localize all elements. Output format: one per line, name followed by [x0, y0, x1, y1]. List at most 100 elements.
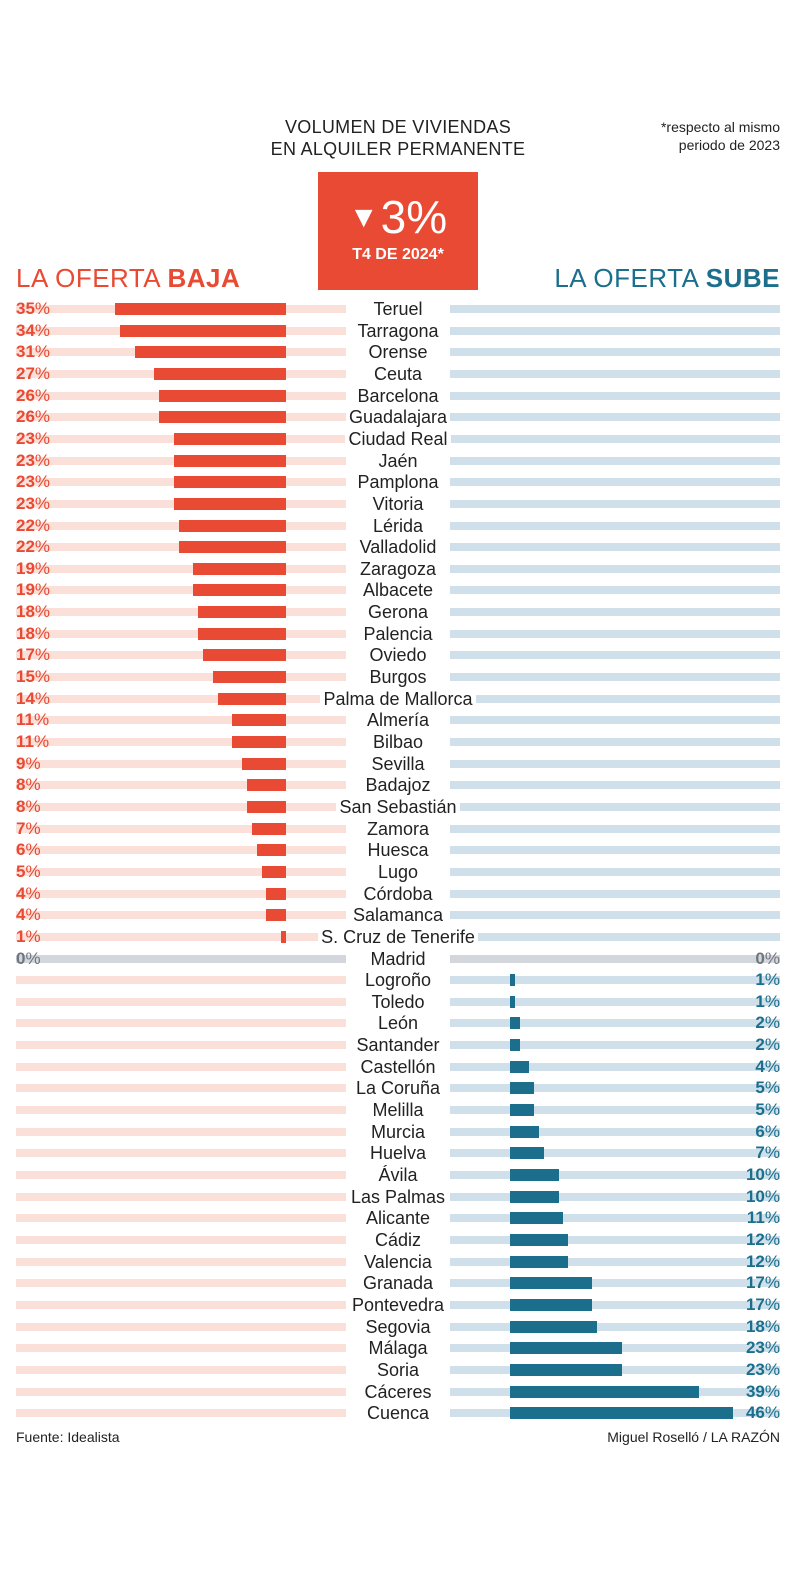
chart-row: Salamanca 4%: [0, 904, 800, 926]
city-label: Guadalajara: [298, 407, 498, 428]
track-left: [16, 932, 346, 941]
chart-row: Cádiz 12%: [0, 1229, 800, 1251]
chart-row: Valencia 12%: [0, 1251, 800, 1273]
track-right: [450, 694, 780, 703]
track-right: [450, 867, 780, 876]
value-label: 5%: [16, 861, 41, 881]
city-label: Sevilla: [298, 753, 498, 774]
bar-down: [198, 606, 286, 619]
track-right: [450, 824, 780, 833]
footnote-line-2: periodo de 2023: [678, 137, 780, 153]
track-right: [450, 802, 780, 811]
track-right: [450, 478, 780, 487]
track-right: [450, 1149, 780, 1158]
value-label: 6%: [755, 1121, 780, 1141]
value-label: 22%: [16, 515, 51, 535]
chart-row: Lugo 5%: [0, 861, 800, 883]
track-left: [16, 997, 346, 1006]
track-right: [450, 889, 780, 898]
track-left: [16, 976, 346, 985]
city-label: Zaragoza: [298, 558, 498, 579]
bar-down: [173, 476, 286, 489]
bar-up: [510, 1125, 540, 1138]
chart-row: Ávila 10%: [0, 1164, 800, 1186]
chart-row: Badajoz 8%: [0, 774, 800, 796]
chart-row: Barcelona 26%: [0, 385, 800, 407]
right-series-title-bold: SUBE: [705, 263, 780, 293]
bar-up: [510, 1190, 559, 1203]
city-label: Toledo: [298, 991, 498, 1012]
city-label: Orense: [298, 342, 498, 363]
track-left: [16, 738, 346, 746]
bar-up: [510, 1277, 593, 1290]
value-label: 8%: [16, 796, 41, 816]
bar-up: [510, 1298, 593, 1311]
value-label: 11%: [16, 732, 50, 751]
bar-down: [261, 865, 286, 878]
track-right: [450, 629, 780, 638]
value-label: 23%: [16, 472, 51, 492]
value-label: 8%: [16, 775, 41, 795]
bar-down: [281, 930, 286, 943]
value-label: 10%: [745, 1165, 780, 1184]
value-label: 11%: [16, 710, 50, 730]
bar-down: [193, 584, 286, 597]
value-label: 31%: [16, 342, 51, 362]
chart-row: Ceuta 27%: [0, 363, 800, 385]
city-label: Almería: [298, 710, 498, 731]
track-left: [16, 1192, 346, 1201]
value-label: 5%: [755, 1100, 780, 1120]
value-label: 4%: [16, 883, 41, 903]
value-label: 18%: [16, 623, 51, 643]
bar-down: [217, 692, 286, 705]
track-left: [16, 1127, 346, 1136]
footnote: *respecto al mismo periodo de 2023: [661, 118, 780, 154]
track-left: [16, 824, 346, 833]
city-label: Ceuta: [298, 363, 498, 384]
value-label: 26%: [16, 385, 51, 405]
chart-row: Huesca 6%: [0, 839, 800, 861]
city-label: Murcia: [298, 1121, 498, 1142]
value-label: 1%: [16, 926, 41, 946]
city-label: S. Cruz de Tenerife: [298, 926, 498, 947]
track-left: [16, 673, 346, 682]
track-right: [450, 976, 780, 985]
track-left: [16, 694, 346, 703]
bar-up: [510, 1363, 622, 1376]
track-right: [450, 499, 780, 508]
track-left: [16, 608, 346, 617]
bar-up: [510, 1039, 520, 1052]
chart-row: Bilbao 11%: [0, 731, 800, 753]
track-right: [450, 1322, 780, 1331]
chart-row: Albacete 19%: [0, 579, 800, 601]
track-left: [16, 1387, 346, 1396]
bar-down: [154, 367, 286, 380]
chart-title: VOLUMEN DE VIVIENDAS EN ALQUILER PERMANE…: [250, 116, 546, 160]
right-series-title-prefix: LA OFERTA: [554, 263, 706, 293]
chart-row: Palma de Mallorca 14%: [0, 688, 800, 710]
chart-row: Almería 11%: [0, 709, 800, 731]
value-label: 34%: [16, 320, 51, 340]
city-label: Jaén: [298, 450, 498, 471]
value-label: 17%: [745, 1273, 780, 1293]
value-label: 10%: [745, 1186, 780, 1206]
bar-up: [510, 1212, 564, 1225]
track-left: [16, 1300, 346, 1309]
value-label: 23%: [16, 493, 51, 513]
track-right: [450, 1300, 780, 1309]
value-label: 4%: [755, 1056, 780, 1076]
chart-row: Gerona 18%: [0, 601, 800, 623]
track-right: [450, 997, 780, 1006]
track-right: [450, 305, 780, 313]
city-label: León: [298, 1013, 498, 1034]
city-label: Pontevedra: [298, 1294, 498, 1315]
city-label: Salamanca: [298, 905, 498, 926]
city-label: Madrid: [298, 948, 498, 969]
track-right: [450, 326, 780, 335]
track-left: [16, 586, 346, 595]
city-label: La Coruña: [298, 1078, 498, 1099]
track-right: [450, 846, 780, 855]
bar-up: [510, 1060, 530, 1073]
chart-row: Las Palmas 10%: [0, 1186, 800, 1208]
track-right: [450, 1084, 780, 1093]
